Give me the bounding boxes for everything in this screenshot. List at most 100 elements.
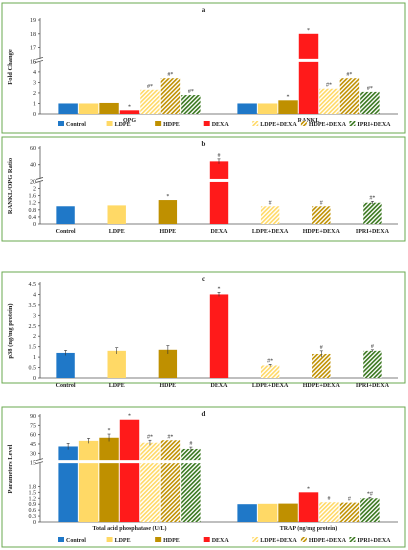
bar bbox=[319, 88, 339, 114]
legend-swatch bbox=[300, 537, 307, 542]
panel-letter: c bbox=[202, 275, 205, 283]
bar bbox=[99, 102, 119, 114]
bar bbox=[119, 110, 140, 114]
legend-label: LDPE+DEXA bbox=[260, 122, 297, 128]
x-category-label: Control bbox=[56, 383, 76, 389]
bar bbox=[257, 503, 278, 522]
y-tick-label: 1 bbox=[33, 355, 36, 361]
y-tick-label: 2.5 bbox=[29, 324, 37, 330]
y-tick-label: 0 bbox=[33, 376, 36, 382]
y-axis-label: RANKL/OPG Ratio bbox=[7, 158, 14, 214]
x-category-label: OPG bbox=[123, 118, 136, 124]
x-category-label: IPRI+DEXA bbox=[356, 229, 390, 235]
axis-break-mark bbox=[35, 59, 44, 63]
significance-mark: # bbox=[371, 344, 374, 350]
bar bbox=[140, 89, 160, 114]
legend-label: LDPE bbox=[115, 538, 131, 544]
panel-letter: a bbox=[202, 6, 206, 14]
bar bbox=[278, 503, 298, 522]
significance-mark: #* bbox=[188, 89, 194, 95]
legend-label: IPRI+DEXA bbox=[357, 122, 391, 128]
significance-mark: #* bbox=[147, 84, 153, 90]
y-tick-label: 4 bbox=[33, 70, 36, 76]
significance-mark: # bbox=[218, 153, 221, 159]
y-tick-label: 1.6 bbox=[29, 194, 37, 200]
y-tick-label: 1.8 bbox=[29, 484, 37, 490]
legend-swatch bbox=[349, 121, 356, 126]
legend-swatch bbox=[203, 537, 210, 542]
y-tick-label: 3 bbox=[33, 313, 36, 319]
bar bbox=[339, 502, 360, 522]
x-category-label: LDPE bbox=[109, 229, 125, 235]
y-tick-label: 0.6 bbox=[29, 508, 37, 514]
x-category-label: HDPE bbox=[160, 383, 177, 389]
y-tick-label: 0 bbox=[33, 520, 36, 526]
x-category-label: DEXA bbox=[210, 383, 228, 389]
significance-mark: #* bbox=[267, 358, 273, 364]
y-tick-label: 20 bbox=[30, 179, 36, 185]
bar bbox=[209, 294, 229, 378]
significance-mark: * bbox=[307, 486, 310, 492]
bar bbox=[58, 446, 78, 522]
significance-mark: # bbox=[327, 496, 330, 502]
significance-mark: * bbox=[108, 428, 111, 434]
y-tick-label: 1.2 bbox=[29, 496, 37, 502]
significance-mark: * bbox=[218, 286, 221, 292]
y-tick-label: 4 bbox=[33, 292, 36, 298]
bar bbox=[107, 205, 126, 224]
y-tick-label: 0.9 bbox=[29, 502, 37, 508]
bar bbox=[58, 103, 78, 114]
legend-swatch bbox=[349, 537, 356, 542]
bar bbox=[298, 33, 319, 114]
x-category-label: HDPE bbox=[160, 229, 177, 235]
bar bbox=[158, 349, 178, 378]
legend-label: HDPE+DEXA bbox=[309, 538, 347, 544]
significance-mark: # bbox=[320, 200, 323, 206]
axis-break-mark bbox=[35, 56, 44, 60]
legend-swatch bbox=[203, 121, 210, 126]
legend-label: HDPE+DEXA bbox=[309, 122, 347, 128]
bar-break-gap bbox=[160, 460, 181, 464]
y-tick-label: 3.5 bbox=[29, 303, 37, 309]
legend-swatch bbox=[252, 537, 259, 542]
bar bbox=[260, 206, 280, 224]
legend-label: DEXA bbox=[212, 538, 230, 544]
bar-break-gap bbox=[298, 58, 319, 62]
legend-swatch bbox=[155, 537, 162, 542]
significance-mark: * bbox=[287, 94, 290, 100]
y-tick-label: 2 bbox=[33, 91, 36, 97]
y-tick-label: 1.5 bbox=[29, 345, 37, 351]
bar bbox=[78, 440, 99, 522]
bar bbox=[158, 200, 178, 224]
bar bbox=[360, 91, 380, 114]
y-tick-label: 17 bbox=[30, 46, 36, 52]
bar bbox=[160, 78, 181, 114]
bar bbox=[319, 502, 339, 522]
y-tick-label: 0.4 bbox=[29, 215, 37, 221]
y-axis-label: Parameters Level bbox=[7, 444, 14, 493]
y-tick-label: 1.5 bbox=[29, 490, 37, 496]
y-tick-label: 0 bbox=[33, 112, 36, 118]
bar bbox=[107, 350, 126, 378]
legend-label: DEXA bbox=[212, 122, 230, 128]
axis-break-mark bbox=[35, 458, 44, 462]
bar bbox=[209, 161, 229, 224]
y-tick-label: 2 bbox=[33, 334, 36, 340]
bar-break-gap bbox=[98, 460, 120, 464]
x-category-label: LDPE+DEXA bbox=[252, 383, 289, 389]
x-category-label: Total acid phosphatase (U/L) bbox=[93, 525, 167, 532]
significance-mark: #* bbox=[367, 86, 373, 92]
legend-swatch bbox=[106, 537, 113, 542]
y-tick-label: 4.5 bbox=[29, 282, 37, 288]
axis-break-gap bbox=[37, 460, 398, 464]
y-tick-label: 75 bbox=[30, 423, 36, 429]
bar-break-gap bbox=[209, 178, 229, 182]
legend-swatch bbox=[58, 537, 64, 542]
bar bbox=[257, 103, 278, 114]
significance-mark: * bbox=[166, 194, 169, 200]
axis-break-mark bbox=[35, 180, 44, 183]
chart-panel-d: d 00.30.60.91.21.51.8 15 30 45 60 75 90 Paramete… bbox=[1, 406, 406, 548]
y-tick-label: 30 bbox=[30, 451, 36, 457]
bar bbox=[160, 440, 181, 522]
axis-break-mark bbox=[35, 177, 44, 180]
